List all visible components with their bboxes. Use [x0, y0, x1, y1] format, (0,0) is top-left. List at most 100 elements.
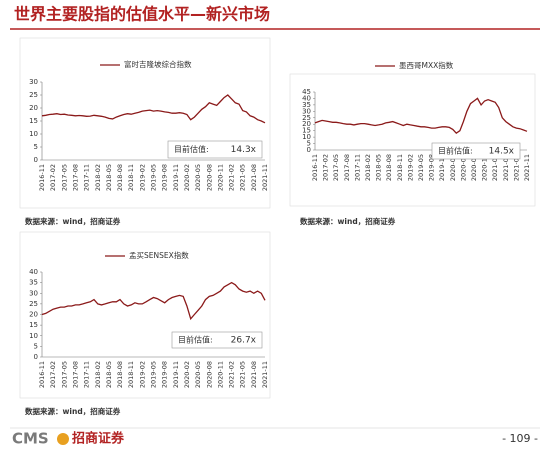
y-tick-label: 5 — [34, 342, 38, 350]
x-tick-label: 2018-11 — [396, 154, 404, 181]
x-tick-label: 2017-11 — [353, 154, 361, 181]
x-tick-label: 2018-08 — [385, 154, 393, 181]
x-tick-label: 2019-11 — [438, 154, 446, 181]
y-tick-label: 20 — [302, 120, 311, 128]
x-tick-label: 2021-05 — [239, 164, 247, 191]
y-tick-label: 0 — [34, 353, 38, 361]
y-tick-label: 20 — [29, 104, 38, 112]
legend-label: 富时吉隆坡综合指数 — [124, 59, 192, 69]
y-tick-label: 30 — [29, 78, 38, 86]
y-tick-label: 15 — [302, 127, 311, 135]
x-tick-label: 2020-02 — [449, 154, 457, 181]
x-tick-label: 2019-05 — [417, 154, 425, 181]
source-note: 数据来源：wind，招商证券 — [300, 216, 396, 226]
y-tick-label: 10 — [302, 133, 311, 141]
x-tick-label: 2016-11 — [311, 154, 319, 181]
y-tick-label: 40 — [302, 94, 311, 102]
x-tick-label: 2018-02 — [364, 154, 372, 181]
x-tick-label: 2018-05 — [105, 361, 113, 388]
y-tick-label: 30 — [302, 107, 311, 115]
x-tick-label: 2017-08 — [71, 164, 79, 191]
x-tick-label: 2017-11 — [83, 361, 91, 388]
x-tick-label: 2019-08 — [161, 361, 169, 388]
y-tick-label: 15 — [29, 321, 38, 329]
x-tick-label: 2019-02 — [138, 361, 146, 388]
y-tick-label: 35 — [29, 279, 38, 287]
x-tick-label: 2017-05 — [60, 164, 68, 191]
page-number: - 109 - — [502, 432, 538, 445]
x-tick-label: 2018-05 — [105, 164, 113, 191]
slide-title: 世界主要股指的估值水平—新兴市场 — [14, 5, 270, 24]
x-tick-label: 2021-08 — [250, 164, 258, 191]
chart-frame — [289, 73, 536, 207]
x-tick-label: 2020-11 — [216, 361, 224, 388]
logo-icon — [57, 433, 69, 445]
x-tick-label: 2017-02 — [322, 154, 330, 181]
legend-label: 墨西哥MXX指数 — [399, 60, 454, 70]
x-tick-label: 2021-02 — [228, 361, 236, 388]
annotation-value: 14.3x — [231, 145, 257, 155]
x-tick-label: 2017-02 — [49, 361, 57, 388]
y-tick-label: 10 — [29, 130, 38, 138]
y-tick-label: 0 — [34, 156, 38, 164]
x-tick-label: 2017-08 — [343, 154, 351, 181]
x-tick-label: 2017-11 — [83, 164, 91, 191]
x-tick-label: 2021-11 — [523, 154, 531, 181]
y-tick-label: 10 — [29, 332, 38, 340]
x-tick-label: 2017-02 — [49, 164, 57, 191]
logo: CMS — [12, 430, 49, 448]
x-tick-label: 2020-08 — [470, 154, 478, 181]
x-tick-label: 2018-11 — [127, 164, 135, 191]
x-tick-label: 2019-02 — [138, 164, 146, 191]
y-tick-label: 35 — [302, 101, 311, 109]
x-tick-label: 2016-11 — [38, 164, 46, 191]
x-tick-label: 2018-11 — [127, 361, 135, 388]
x-tick-label: 2019-11 — [172, 361, 180, 388]
x-tick-label: 2021-02 — [491, 154, 499, 181]
annotation-value: 14.5x — [489, 147, 515, 157]
legend-label: 孟买SENSEX指数 — [129, 250, 189, 260]
x-tick-label: 2021-11 — [261, 164, 269, 191]
annotation-label: 目前估值: — [178, 335, 213, 345]
x-tick-label: 2021-05 — [502, 154, 510, 181]
x-tick-label: 2021-02 — [228, 164, 236, 191]
x-tick-label: 2021-05 — [239, 361, 247, 388]
series-line — [314, 97, 528, 135]
source-note: 数据来源：wind，招商证券 — [25, 406, 121, 416]
x-tick-label: 2018-02 — [94, 164, 102, 191]
chart-frame — [19, 37, 271, 209]
x-tick-label: 2021-08 — [250, 361, 258, 388]
y-tick-label: 45 — [302, 88, 311, 96]
y-tick-label: 25 — [29, 91, 38, 99]
x-tick-label: 2017-08 — [71, 361, 79, 388]
x-tick-label: 2021-11 — [261, 361, 269, 388]
x-tick-label: 2018-08 — [116, 164, 124, 191]
x-tick-label: 2021-08 — [512, 154, 520, 181]
y-tick-label: 0 — [307, 146, 311, 154]
y-tick-label: 20 — [29, 311, 38, 319]
x-tick-label: 2019-05 — [150, 164, 158, 191]
x-tick-label: 2016-11 — [38, 361, 46, 388]
x-tick-label: 2020-02 — [183, 361, 191, 388]
annotation-label: 目前估值: — [438, 146, 473, 156]
y-tick-label: 25 — [29, 300, 38, 308]
x-tick-label: 2020-02 — [183, 164, 191, 191]
x-tick-label: 2018-02 — [94, 361, 102, 388]
annotation-box — [171, 331, 263, 349]
logo-cn: 招商证券 — [72, 431, 125, 447]
series-line — [41, 281, 266, 321]
annotation-value: 26.7x — [231, 336, 257, 346]
x-tick-label: 2020-08 — [205, 361, 213, 388]
x-tick-label: 2020-05 — [194, 361, 202, 388]
x-tick-label: 2020-11 — [481, 154, 489, 181]
x-tick-label: 2019-08 — [161, 164, 169, 191]
x-tick-label: 2018-08 — [116, 361, 124, 388]
x-tick-label: 2019-05 — [150, 361, 158, 388]
x-tick-label: 2018-05 — [375, 154, 383, 181]
y-tick-label: 40 — [29, 268, 38, 276]
y-tick-label: 5 — [34, 143, 38, 151]
x-tick-label: 2019-08 — [428, 154, 436, 181]
y-tick-label: 30 — [29, 289, 38, 297]
annotation-box — [431, 142, 521, 160]
